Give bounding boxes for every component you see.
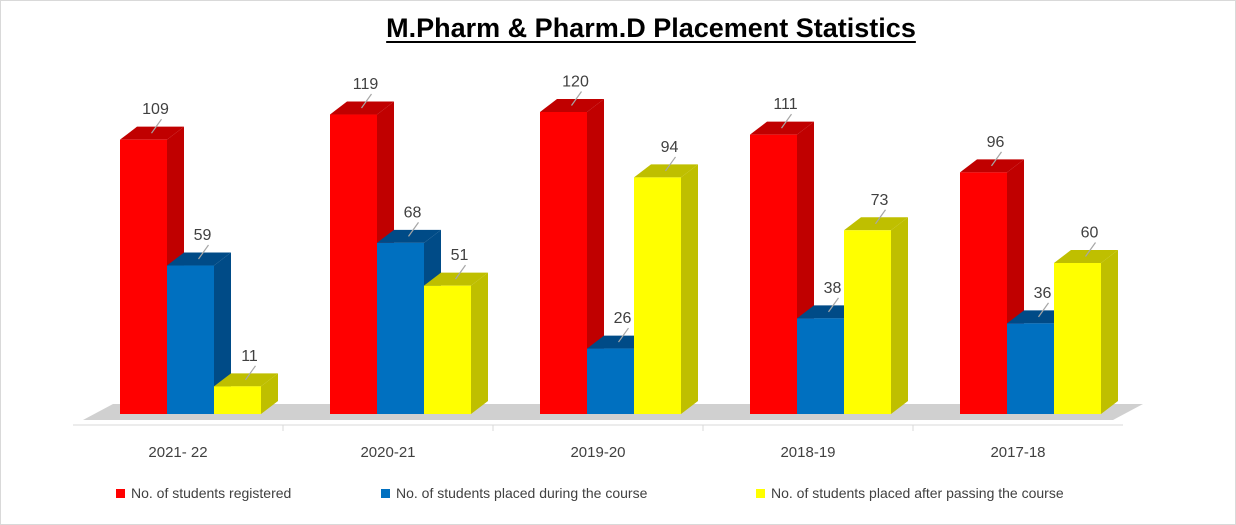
x-tick-label: 2019-20: [570, 444, 625, 461]
legend-label-placed-during: No. of students placed during the course: [396, 485, 648, 501]
bar-2021-22-no-of-students-placed-du: [167, 265, 214, 414]
data-label-leader: [361, 93, 372, 109]
bar-2019-20-no-of-students-registere: [540, 112, 587, 414]
data-label: 120: [562, 74, 589, 91]
data-label: 11: [241, 348, 258, 365]
bar-side-2018-19-no-of-students-placed-af: [891, 217, 908, 414]
bar-2020-21-no-of-students-registere: [330, 114, 377, 415]
legend-item-registered: No. of students registered: [116, 485, 291, 501]
bar-side-2020-21-no-of-students-placed-af: [471, 272, 488, 414]
bar-side-2017-18-no-of-students-placed-af: [1101, 250, 1118, 414]
bar-2019-20-no-of-students-placed-du: [587, 348, 634, 414]
data-label-leader: [828, 297, 839, 313]
bar-2021-22-no-of-students-placed-af: [214, 386, 261, 414]
bar-2019-20-no-of-students-placed-af: [634, 177, 681, 414]
data-label: 111: [773, 96, 797, 113]
legend-label-registered: No. of students registered: [131, 485, 292, 501]
data-label: 96: [987, 134, 1005, 151]
data-label: 38: [824, 280, 842, 297]
bar-side-2021-22-no-of-students-placed-du: [214, 252, 231, 414]
bar-2018-19-no-of-students-registere: [750, 134, 797, 414]
x-tick-label: 2017-18: [990, 444, 1045, 461]
data-label: 36: [1034, 285, 1052, 302]
legend-label-placed-after: No. of students placed after passing the…: [771, 485, 1064, 501]
data-label-leader: [245, 365, 256, 381]
bar-2021-22-no-of-students-registere: [120, 139, 167, 414]
data-label-leader: [875, 209, 886, 225]
bar-2017-18-no-of-students-registere: [960, 172, 1007, 414]
bar-side-2021-22-no-of-students-placed-af: [261, 373, 278, 414]
bar-2020-21-no-of-students-placed-du: [377, 242, 424, 414]
chart-title: M.Pharm & Pharm.D Placement Statistics: [386, 13, 916, 43]
legend: No. of students registered No. of studen…: [1, 485, 1236, 505]
data-label: 119: [353, 76, 379, 93]
data-label: 60: [1081, 225, 1099, 242]
data-label-leader: [665, 156, 676, 172]
data-label-leader: [1038, 302, 1049, 318]
x-tick-label: 2018-19: [780, 444, 835, 461]
bar-2018-19-no-of-students-placed-du: [797, 318, 844, 414]
x-tick-label: 2020-21: [360, 444, 415, 461]
data-label-leader: [781, 113, 792, 129]
bar-side-2019-20-no-of-students-registere: [587, 99, 604, 414]
bar-2020-21-no-of-students-placed-af: [424, 285, 471, 414]
data-label: 68: [404, 204, 422, 221]
data-label-leader: [618, 327, 629, 343]
x-tick-label: 2021- 22: [148, 444, 207, 461]
bar-2017-18-no-of-students-placed-du: [1007, 323, 1054, 414]
data-label: 73: [871, 192, 889, 209]
data-label-leader: [408, 222, 419, 237]
data-label: 94: [661, 139, 679, 156]
legend-swatch-placed-during: [381, 488, 390, 498]
data-label-leader: [455, 264, 466, 280]
data-label-leader: [991, 151, 1002, 167]
data-label: 26: [614, 310, 632, 327]
legend-swatch-registered: [116, 488, 125, 498]
data-label-leader: [151, 118, 162, 134]
bar-2018-19-no-of-students-placed-af: [844, 230, 891, 414]
data-label-leader: [198, 244, 209, 260]
data-label: 109: [142, 101, 169, 118]
data-label-leader: [571, 91, 582, 106]
legend-swatch-placed-after: [756, 488, 765, 498]
bar-2017-18-no-of-students-placed-af: [1054, 263, 1101, 414]
data-label: 51: [451, 247, 469, 264]
legend-item-placed-during: No. of students placed during the course: [381, 485, 647, 501]
plot-area: 109 59 11 2021- 22 119 68 51 2020-21 120 26 94 2019…: [73, 74, 1143, 461]
legend-item-placed-after: No. of students placed after passing the…: [756, 485, 1064, 501]
data-label-leader: [1085, 242, 1096, 257]
data-label: 59: [194, 227, 212, 244]
bar-side-2019-20-no-of-students-placed-af: [681, 164, 698, 414]
